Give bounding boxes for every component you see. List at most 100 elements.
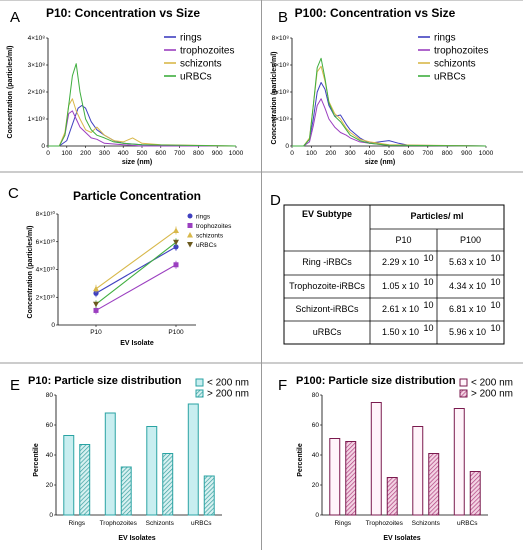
chart-f-title: P100: Particle size distribution — [296, 375, 456, 387]
chart-e-y-tick-label: 60 — [46, 422, 54, 429]
panel-letter-b: B — [278, 9, 288, 26]
table-d-header-p10: P10 — [395, 235, 411, 245]
chart-b-y-tick-label: 6×10⁸ — [272, 62, 290, 69]
chart-c-title: Particle Concentration — [73, 189, 201, 203]
chart-c-point-schizonts — [173, 227, 179, 234]
chart-c-point-rings — [173, 244, 179, 250]
table-d-row-name: Ring -iRBCs — [302, 257, 352, 267]
chart-a-x-tick-label: 800 — [193, 150, 204, 157]
chart-a-x-tick-label: 100 — [61, 150, 72, 157]
chart-e-bar-gt200 — [120, 466, 132, 516]
chart-f-bar-lt200 — [453, 408, 465, 516]
chart-b-series-line-trophozoites — [292, 98, 487, 147]
chart-a-legend-label-rings: rings — [180, 33, 202, 44]
table-d-cell-p100-exponent: 10 — [491, 277, 501, 287]
chart-c-x-tick-label: P10 — [90, 329, 102, 336]
chart-e-category-label: Schizonts — [146, 520, 175, 527]
chart-e-bar-lt200 — [187, 403, 199, 516]
chart-c-legend-label-rings: rings — [196, 214, 211, 221]
chart-c-point-trophozoites — [173, 262, 179, 268]
chart-c-particle-concentration: Particle Concentration Concentration (pa… — [27, 189, 232, 347]
chart-f-category-label: Schizonts — [412, 520, 441, 527]
table-d-particles-per-ml: EV Subtype Particles/ ml P10 P100 Ring -iRBC… — [283, 204, 505, 345]
chart-e-bar-gt200 — [162, 453, 174, 516]
chart-e-legend-swatch-lt200 — [195, 378, 204, 387]
table-d-cell-p100: 4.34 x 10 — [449, 281, 486, 291]
chart-b-series-line-uRBCs — [292, 57, 487, 147]
chart-f-y-tick-label: 80 — [312, 392, 320, 399]
table-d-header-subtype: EV Subtype — [302, 209, 352, 219]
chart-f-category-label: uRBCs — [457, 520, 478, 527]
chart-f-size-distribution-p100: P100: Particle size distribution Percent… — [296, 375, 513, 542]
chart-e-title: P10: Particle size distribution — [28, 375, 182, 387]
chart-e-ylabel: Percentile — [33, 443, 40, 477]
chart-a-x-tick-label: 400 — [118, 150, 129, 157]
chart-c-y-tick-label: 0 — [51, 322, 55, 329]
chart-c-legend-marker-trophozoites — [187, 223, 193, 228]
chart-c-point-uRBCs — [93, 301, 99, 308]
chart-b-x-tick-label: 1000 — [479, 150, 494, 157]
chart-b-y-tick-label: 8×10⁸ — [272, 35, 290, 42]
chart-a-y-tick-label: 0 — [41, 143, 45, 150]
chart-a-title: P10: Concentration vs Size — [46, 6, 200, 20]
chart-c-series-line-trophozoites — [95, 264, 177, 311]
chart-b-y-tick-label: 0 — [285, 143, 289, 150]
table-d-cell-p10: 2.61 x 10 — [382, 304, 419, 314]
table-d-cell-p10: 1.05 x 10 — [382, 281, 419, 291]
chart-f-y-tick-label: 20 — [312, 482, 320, 489]
table-d-cell-p100: 5.63 x 10 — [449, 257, 486, 267]
chart-a-x-tick-label: 1000 — [229, 150, 244, 157]
chart-f-legend-swatch-lt200 — [459, 378, 468, 387]
chart-b-xlabel: size (nm) — [365, 159, 395, 166]
chart-c-x-tick-label: P100 — [168, 329, 184, 336]
chart-b-x-tick-label: 300 — [345, 150, 356, 157]
chart-c-y-tick-label: 4×10¹⁰ — [36, 266, 56, 274]
chart-f-xlabel: EV Isolates — [383, 535, 420, 542]
chart-c-y-tick-label: 8×10¹⁰ — [36, 210, 56, 218]
table-d-cell-p100-exponent: 10 — [491, 253, 501, 263]
chart-b-x-tick-label: 0 — [290, 150, 294, 157]
chart-a-legend-label-uRBCs: uRBCs — [180, 72, 212, 83]
chart-c-series-line-rings — [95, 246, 177, 294]
panel-letter-d: D — [270, 192, 281, 209]
chart-a-x-tick-label: 600 — [155, 150, 166, 157]
chart-b-x-tick-label: 500 — [384, 150, 395, 157]
table-d-cell-p100: 5.96 x 10 — [449, 327, 486, 337]
chart-b-legend-label-trophozoites: trophozoites — [434, 46, 488, 57]
chart-a-x-tick-label: 300 — [99, 150, 110, 157]
chart-c-legend-marker-schizonts — [187, 232, 193, 238]
chart-e-bar-lt200 — [63, 435, 75, 516]
panel-letter-e: E — [10, 377, 20, 394]
chart-f-bar-lt200 — [412, 426, 424, 516]
table-d-row-name: Trophozoite-iRBCs — [289, 281, 365, 291]
chart-b-x-tick-label: 800 — [442, 150, 453, 157]
panel-letter-a: A — [10, 9, 20, 26]
table-d-cell-p10-exponent: 10 — [424, 300, 434, 310]
chart-b-x-tick-label: 400 — [364, 150, 375, 157]
chart-c-legend-label-schizonts: schizonts — [196, 233, 224, 240]
chart-c-point-rings — [93, 290, 99, 296]
panel-letter-c: C — [8, 185, 19, 202]
chart-c-y-tick-label: 2×10¹⁰ — [36, 293, 56, 301]
chart-c-series-line-uRBCs — [95, 241, 177, 305]
chart-c-point-uRBCs — [173, 239, 179, 246]
chart-a-series-line-schizonts — [48, 98, 237, 147]
chart-a-series-line-uRBCs — [48, 63, 237, 147]
chart-f-y-tick-label: 0 — [315, 512, 319, 519]
chart-e-legend-swatch-gt200 — [195, 389, 204, 398]
chart-a-x-tick-label: 200 — [80, 150, 91, 157]
chart-a-legend-label-trophozoites: trophozoites — [180, 46, 234, 57]
chart-a-ylabel: Concentration (particles/ml) — [7, 46, 14, 139]
chart-e-category-label: Rings — [68, 520, 85, 527]
chart-e-bar-gt200 — [79, 444, 91, 516]
chart-a-y-tick-label: 1×10⁸ — [28, 116, 46, 123]
chart-e-legend-label-lt200: < 200 nm — [207, 378, 249, 389]
chart-c-point-schizonts — [93, 285, 99, 292]
table-d-cell-p10: 1.50 x 10 — [382, 327, 419, 337]
chart-f-ylabel: Percentile — [297, 443, 304, 477]
chart-b-x-tick-label: 100 — [306, 150, 317, 157]
chart-f-bar-gt200 — [345, 441, 357, 516]
table-d-cell-p10: 2.29 x 10 — [382, 257, 419, 267]
chart-e-category-label: uRBCs — [191, 520, 212, 527]
